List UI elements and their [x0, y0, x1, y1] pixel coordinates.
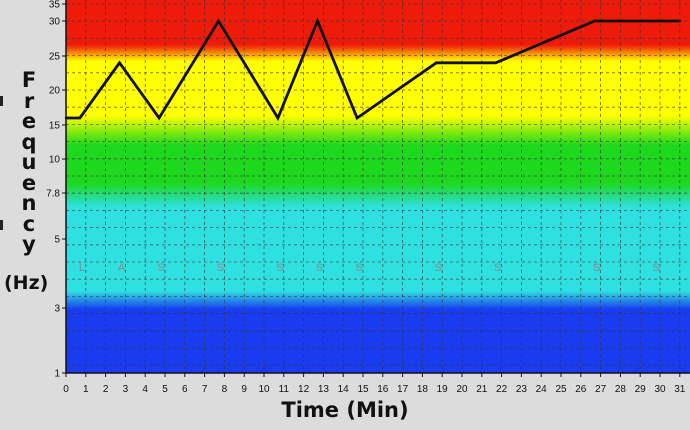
- y-tick-label: 3: [54, 304, 60, 315]
- x-tick-label: 3: [123, 384, 129, 395]
- y-tick-label: 5: [54, 235, 60, 246]
- y-axis-label-letter: u: [21, 150, 37, 174]
- y-axis-label-letter: q: [21, 129, 37, 154]
- stage-marker: S: [494, 262, 501, 274]
- y-tick-label: 30: [49, 17, 61, 28]
- frequency-point: [64, 116, 68, 120]
- x-tick-label: 0: [63, 384, 69, 395]
- y-axis-label-letter: c: [22, 211, 36, 236]
- frequency-line: [66, 17, 680, 122]
- frequency-bands: [66, 0, 690, 373]
- x-tick-label: 23: [516, 384, 528, 395]
- x-tick-label: 26: [575, 384, 587, 395]
- x-tick-label: 9: [241, 384, 247, 395]
- cropped-label-fragment: [0, 96, 3, 106]
- x-tick-label: 19: [437, 384, 449, 395]
- x-tick-label: 7: [202, 384, 208, 395]
- x-tick-label: 1: [83, 384, 89, 395]
- stage-marker: S: [276, 262, 283, 274]
- y-tick-label: 20: [49, 86, 61, 97]
- frequency-point: [593, 19, 596, 23]
- y-tick-label: 15: [49, 121, 61, 132]
- stage-marker: S: [435, 262, 442, 274]
- y-axis-label-letter: n: [21, 191, 37, 215]
- stage-marker: S: [316, 262, 323, 274]
- x-tick-label: 15: [357, 384, 369, 395]
- y-tick-label: 25: [49, 52, 61, 63]
- x-tick-label: 11: [279, 384, 290, 395]
- y-tick-label: 35: [49, 0, 61, 11]
- frequency-point: [157, 116, 161, 120]
- frequency-point: [217, 19, 220, 23]
- x-tick-label: 17: [397, 384, 409, 395]
- x-tick-label: 8: [222, 384, 228, 395]
- frequency-point: [678, 19, 681, 23]
- x-tick-label: 27: [595, 384, 607, 395]
- x-tick-label: 22: [496, 384, 508, 395]
- frequency-point: [435, 61, 438, 64]
- y-axis-label-letter: r: [23, 88, 35, 113]
- x-tick-label: 29: [635, 384, 647, 395]
- stage-marker: S: [217, 262, 224, 274]
- stage-marker: A: [118, 262, 126, 274]
- cropped-label-fragment: [0, 220, 3, 230]
- x-tick-label: 25: [555, 384, 567, 395]
- y-axis-label-letter: e: [21, 109, 37, 133]
- x-tick-label: 31: [674, 384, 686, 395]
- y-axis-unit: (Hz): [4, 272, 49, 294]
- x-tick-label: 13: [318, 384, 330, 395]
- x-tick-label: 5: [162, 384, 168, 395]
- frequency-point: [78, 116, 82, 120]
- x-tick-label: 24: [536, 384, 548, 395]
- stage-marker: S: [652, 262, 659, 274]
- x-tick-label: 18: [417, 384, 429, 395]
- x-tick-label: 14: [338, 384, 350, 395]
- y-axis-label-letter: y: [22, 232, 36, 256]
- stage-marker: S: [593, 262, 600, 274]
- y-tick-label: 10: [49, 155, 61, 166]
- y-tick-label: 7.8: [46, 189, 60, 200]
- frequency-point: [118, 61, 121, 64]
- x-tick-label: 16: [377, 384, 389, 395]
- x-tick-label: 30: [654, 384, 666, 395]
- y-axis-label-letter: e: [21, 170, 37, 195]
- frequency-point: [355, 116, 359, 120]
- stage-marker: L: [79, 262, 85, 274]
- x-tick-label: 10: [258, 384, 270, 395]
- x-tick-label: 21: [476, 384, 488, 395]
- x-tick-label: 28: [615, 384, 627, 395]
- stage-marker: S: [157, 262, 164, 274]
- x-tick-label: 4: [142, 384, 148, 395]
- y-axis-label-letter: F: [21, 68, 37, 92]
- x-tick-label: 20: [456, 384, 468, 395]
- x-tick-label: 6: [182, 384, 188, 395]
- y-tick-label: 1: [54, 369, 60, 380]
- x-tick-label: 2: [103, 384, 109, 395]
- frequency-point: [494, 61, 497, 64]
- frequency-point: [316, 19, 319, 23]
- frequency-point: [276, 116, 280, 120]
- x-axis-label: Time (Min): [281, 398, 409, 422]
- x-tick-label: 12: [298, 384, 310, 395]
- stage-marker: S: [355, 262, 362, 274]
